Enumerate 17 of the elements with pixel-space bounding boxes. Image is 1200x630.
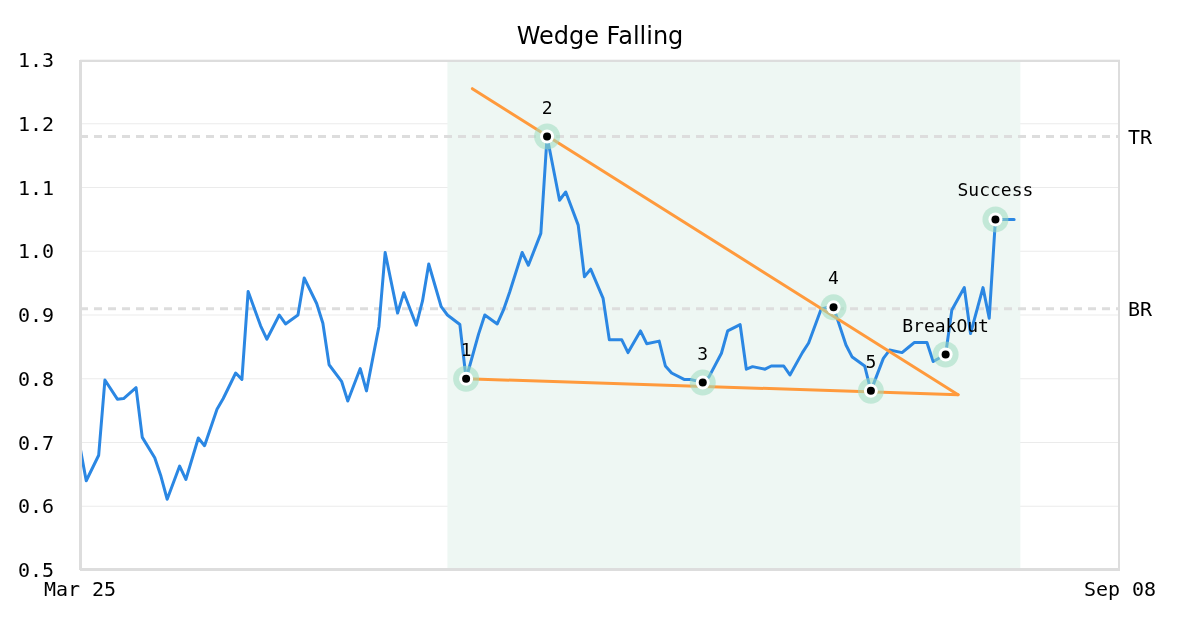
annotation: Success <box>957 179 1034 201</box>
y-tick-label: 1.1 <box>17 175 54 200</box>
ref-line-label: TR <box>1128 124 1154 149</box>
y-tick-label: 0.6 <box>17 494 54 519</box>
annotation: 3 <box>697 342 709 364</box>
y-tick-label: 0.7 <box>17 430 54 455</box>
y-tick-label: 1.3 <box>17 48 54 73</box>
y-tick-label: 0.9 <box>17 303 54 328</box>
annotation: 5 <box>865 350 877 372</box>
x-tick-label: Sep 08 <box>1083 577 1157 602</box>
annotation: 4 <box>828 267 839 289</box>
ref-line-label: BR <box>1128 296 1154 321</box>
y-tick-label: 0.8 <box>17 366 54 391</box>
y-tick-label: 1.2 <box>17 111 54 136</box>
annotation: 2 <box>541 96 553 118</box>
y-tick-label: 1.0 <box>17 239 54 264</box>
chart-title: Wedge Falling <box>515 22 685 50</box>
